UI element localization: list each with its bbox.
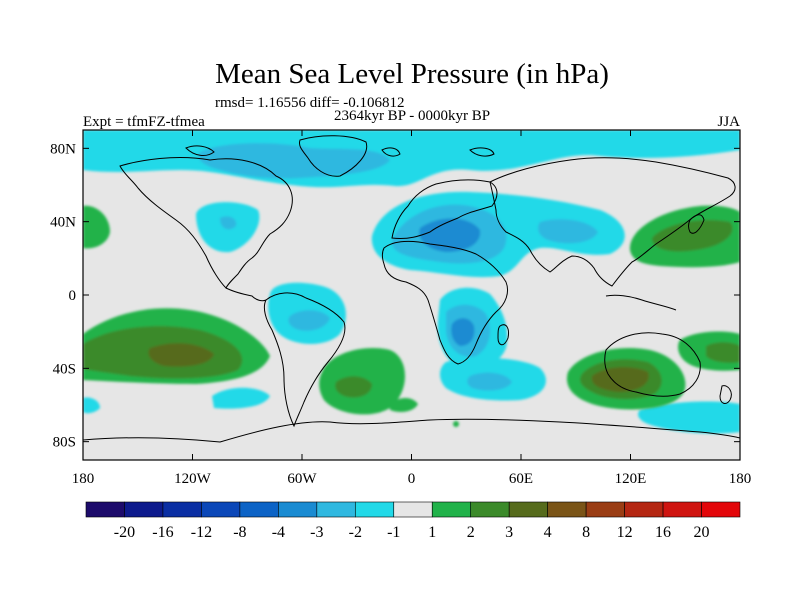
y-tick-label-3: 40S: [53, 361, 76, 377]
coast-asia: [489, 157, 736, 287]
colorbar-label-15: 20: [694, 524, 710, 541]
contour-swpacific-high-core: [706, 342, 740, 363]
contour-antarctic-spot: [453, 421, 459, 427]
colorbar-label-1: -16: [152, 524, 173, 541]
coast-arctic-islands: [185, 145, 495, 157]
y-axis: 80N 40N 0 40S 80S: [50, 141, 740, 451]
stats-label: rmsd= 1.16556 diff= -0.106812: [215, 95, 405, 111]
colorbar-swatch-2: [162, 501, 202, 518]
x-tick-label-0: 180: [72, 471, 95, 487]
x-tick-label-2: 60W: [287, 471, 317, 487]
colorbar-label-9: 2: [467, 524, 475, 541]
colorbar-swatch-12: [547, 501, 587, 518]
colorbar-label-0: -20: [114, 524, 135, 541]
x-tick-label-3: 0: [408, 471, 416, 487]
contour-indian-ocean-low-core: [467, 372, 512, 391]
contour-samerica-low-core: [288, 310, 330, 331]
colorbar-label-11: 4: [544, 524, 552, 541]
map-panel: [83, 130, 740, 460]
contour-australia-high-core: [591, 367, 649, 392]
period-label: 2364kyr BP - 0000kyr BP: [334, 108, 490, 124]
colorbar-label-3: -8: [233, 524, 246, 541]
colorbar-swatch-3: [201, 501, 241, 518]
coast-africa: [382, 240, 509, 365]
coast-antarctica: [83, 418, 740, 443]
chart-title: Mean Sea Level Pressure (in hPa): [215, 58, 609, 90]
colorbar-swatch-4: [239, 501, 279, 518]
contour-safrica-low-core: [451, 318, 475, 346]
contour-southwest-low: [83, 397, 100, 414]
contour-satlantic-low: [212, 387, 270, 409]
x-tick-label-6: 180: [729, 471, 752, 487]
x-tick-label-5: 120E: [615, 471, 647, 487]
coast-japan: [688, 214, 705, 234]
colorbar-label-2: -12: [191, 524, 212, 541]
negative-anomaly-fields: [83, 130, 740, 434]
y-tick-label-1: 40N: [50, 215, 76, 231]
contour-satlantic-high-core: [335, 376, 372, 398]
coast-indonesia: [605, 294, 677, 311]
contour-southern-ocean-edge-high: [390, 398, 418, 412]
coast-madagascar: [497, 324, 509, 346]
coast-central-america: [225, 287, 267, 302]
expt-label: Expt = tfmFZ-tfmea: [83, 114, 205, 130]
coast-south-america: [263, 292, 346, 428]
contour-npacific-high-core: [652, 219, 733, 252]
x-axis: 180 120W 60W 0 60E 120E 180: [72, 130, 752, 487]
positive-anomaly-fields: [83, 205, 740, 427]
contour-southern-ocean-low: [638, 401, 740, 434]
colorbar-label-4: -4: [272, 524, 285, 541]
coast-europe: [391, 179, 498, 239]
y-tick-label-0: 80N: [50, 141, 76, 157]
contour-spacific-high-core: [148, 343, 214, 367]
colorbar-label-7: -1: [387, 524, 400, 541]
colorbar-swatch-14: [624, 501, 664, 518]
contour-greenland-low: [198, 143, 390, 179]
season-label: JJA: [717, 114, 740, 130]
coast-greenland: [299, 135, 368, 177]
colorbar-swatch-13: [585, 501, 625, 518]
colorbar-swatch-11: [508, 501, 548, 518]
colorbar-swatch-0: [85, 501, 125, 518]
coast-new-zealand: [719, 385, 732, 404]
colorbar-swatch-6: [316, 501, 356, 518]
coastlines: [83, 135, 740, 443]
coast-north-america: [119, 157, 293, 289]
colorbar-swatch-8: [393, 501, 433, 518]
coast-australia: [604, 332, 701, 397]
contour-west-high: [83, 205, 110, 249]
colorbar-swatch-15: [662, 501, 702, 518]
colorbar-label-13: 12: [617, 524, 633, 541]
y-tick-label-4: 80S: [53, 435, 76, 451]
colorbar-swatch-7: [354, 501, 395, 518]
colorbar: -20 -16 -12 -8 -4 -3 -2 -1 1 2 3 4 8 12 16 20: [85, 501, 741, 541]
colorbar-label-10: 3: [505, 524, 513, 541]
colorbar-label-14: 16: [655, 524, 671, 541]
colorbar-swatch-5: [278, 501, 318, 518]
colorbar-swatch-9: [431, 501, 472, 518]
y-tick-label-2: 0: [69, 288, 77, 304]
x-tick-label-4: 60E: [509, 471, 533, 487]
colorbar-label-8: 1: [428, 524, 436, 541]
colorbar-label-5: -3: [310, 524, 323, 541]
colorbar-label-6: -2: [349, 524, 362, 541]
colorbar-label-12: 8: [582, 524, 590, 541]
contour-asia-low: [538, 219, 598, 244]
colorbar-swatch-16: [701, 501, 741, 518]
colorbar-swatch-1: [124, 501, 164, 518]
colorbar-swatch-10: [470, 501, 510, 518]
contour-mediterranean-low-core: [419, 218, 481, 252]
x-tick-label-1: 120W: [174, 471, 212, 487]
contour-natlantic-low-core: [220, 216, 237, 230]
